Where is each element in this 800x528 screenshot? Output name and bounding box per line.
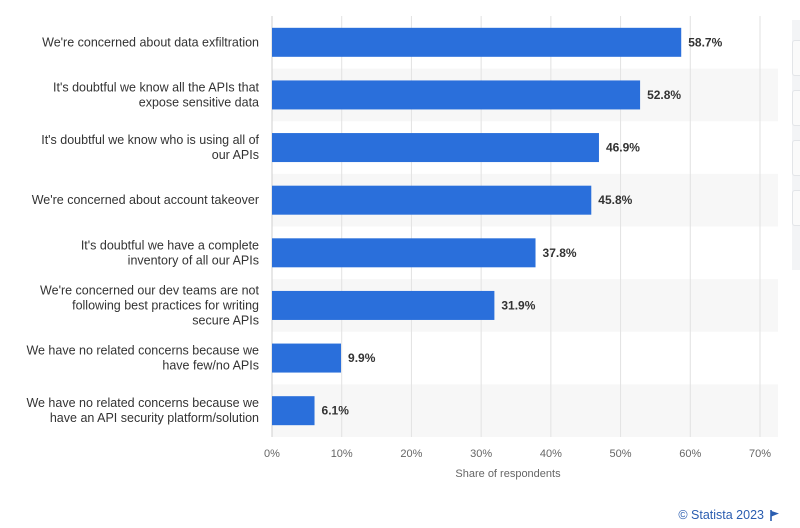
bar (272, 185, 592, 215)
side-tab[interactable] (792, 190, 800, 226)
side-tab[interactable] (792, 40, 800, 76)
category-label: It's doubtful we have a complete inventor… (81, 238, 259, 267)
x-tick-label: 20% (400, 448, 422, 460)
bar (272, 396, 315, 426)
x-tick-label: 30% (470, 448, 492, 460)
row-band (272, 384, 778, 437)
value-label: 6.1% (322, 404, 350, 418)
category-label: We're concerned our dev teams are not fol… (40, 283, 259, 327)
category-label: We have no related concerns because we ha… (26, 396, 259, 425)
value-label: 58.7% (688, 35, 722, 49)
bar (272, 238, 536, 268)
category-label: We have no related concerns because we ha… (26, 344, 259, 373)
side-toolbar (792, 20, 800, 270)
x-tick-label: 70% (749, 448, 771, 460)
value-label: 37.8% (543, 246, 577, 260)
bar (272, 80, 641, 110)
value-label: 46.9% (606, 141, 640, 155)
x-axis-title: Share of respondents (455, 468, 561, 480)
statista-credit[interactable]: © Statista 2023 (678, 508, 780, 522)
category-label: We're concerned about data exfiltration (42, 35, 259, 49)
category-label: It's doubtful we know who is using all o… (41, 133, 259, 162)
category-label: It's doubtful we know all the APIs that e… (53, 80, 260, 109)
x-tick-label: 10% (331, 448, 353, 460)
side-tab[interactable] (792, 90, 800, 126)
x-tick-label: 50% (610, 448, 632, 460)
side-tab[interactable] (792, 140, 800, 176)
x-tick-label: 60% (679, 448, 701, 460)
bar (272, 343, 342, 373)
bar (272, 290, 495, 320)
value-label: 9.9% (348, 351, 376, 365)
value-label: 31.9% (501, 298, 535, 312)
value-label: 45.8% (598, 193, 632, 207)
x-tick-label: 0% (264, 448, 280, 460)
bar (272, 133, 599, 163)
credit-text: © Statista 2023 (678, 508, 764, 522)
value-label: 52.8% (647, 88, 681, 102)
x-tick-label: 40% (540, 448, 562, 460)
bar (272, 27, 682, 57)
category-label: We're concerned about account takeover (32, 193, 259, 207)
flag-icon (770, 509, 779, 521)
